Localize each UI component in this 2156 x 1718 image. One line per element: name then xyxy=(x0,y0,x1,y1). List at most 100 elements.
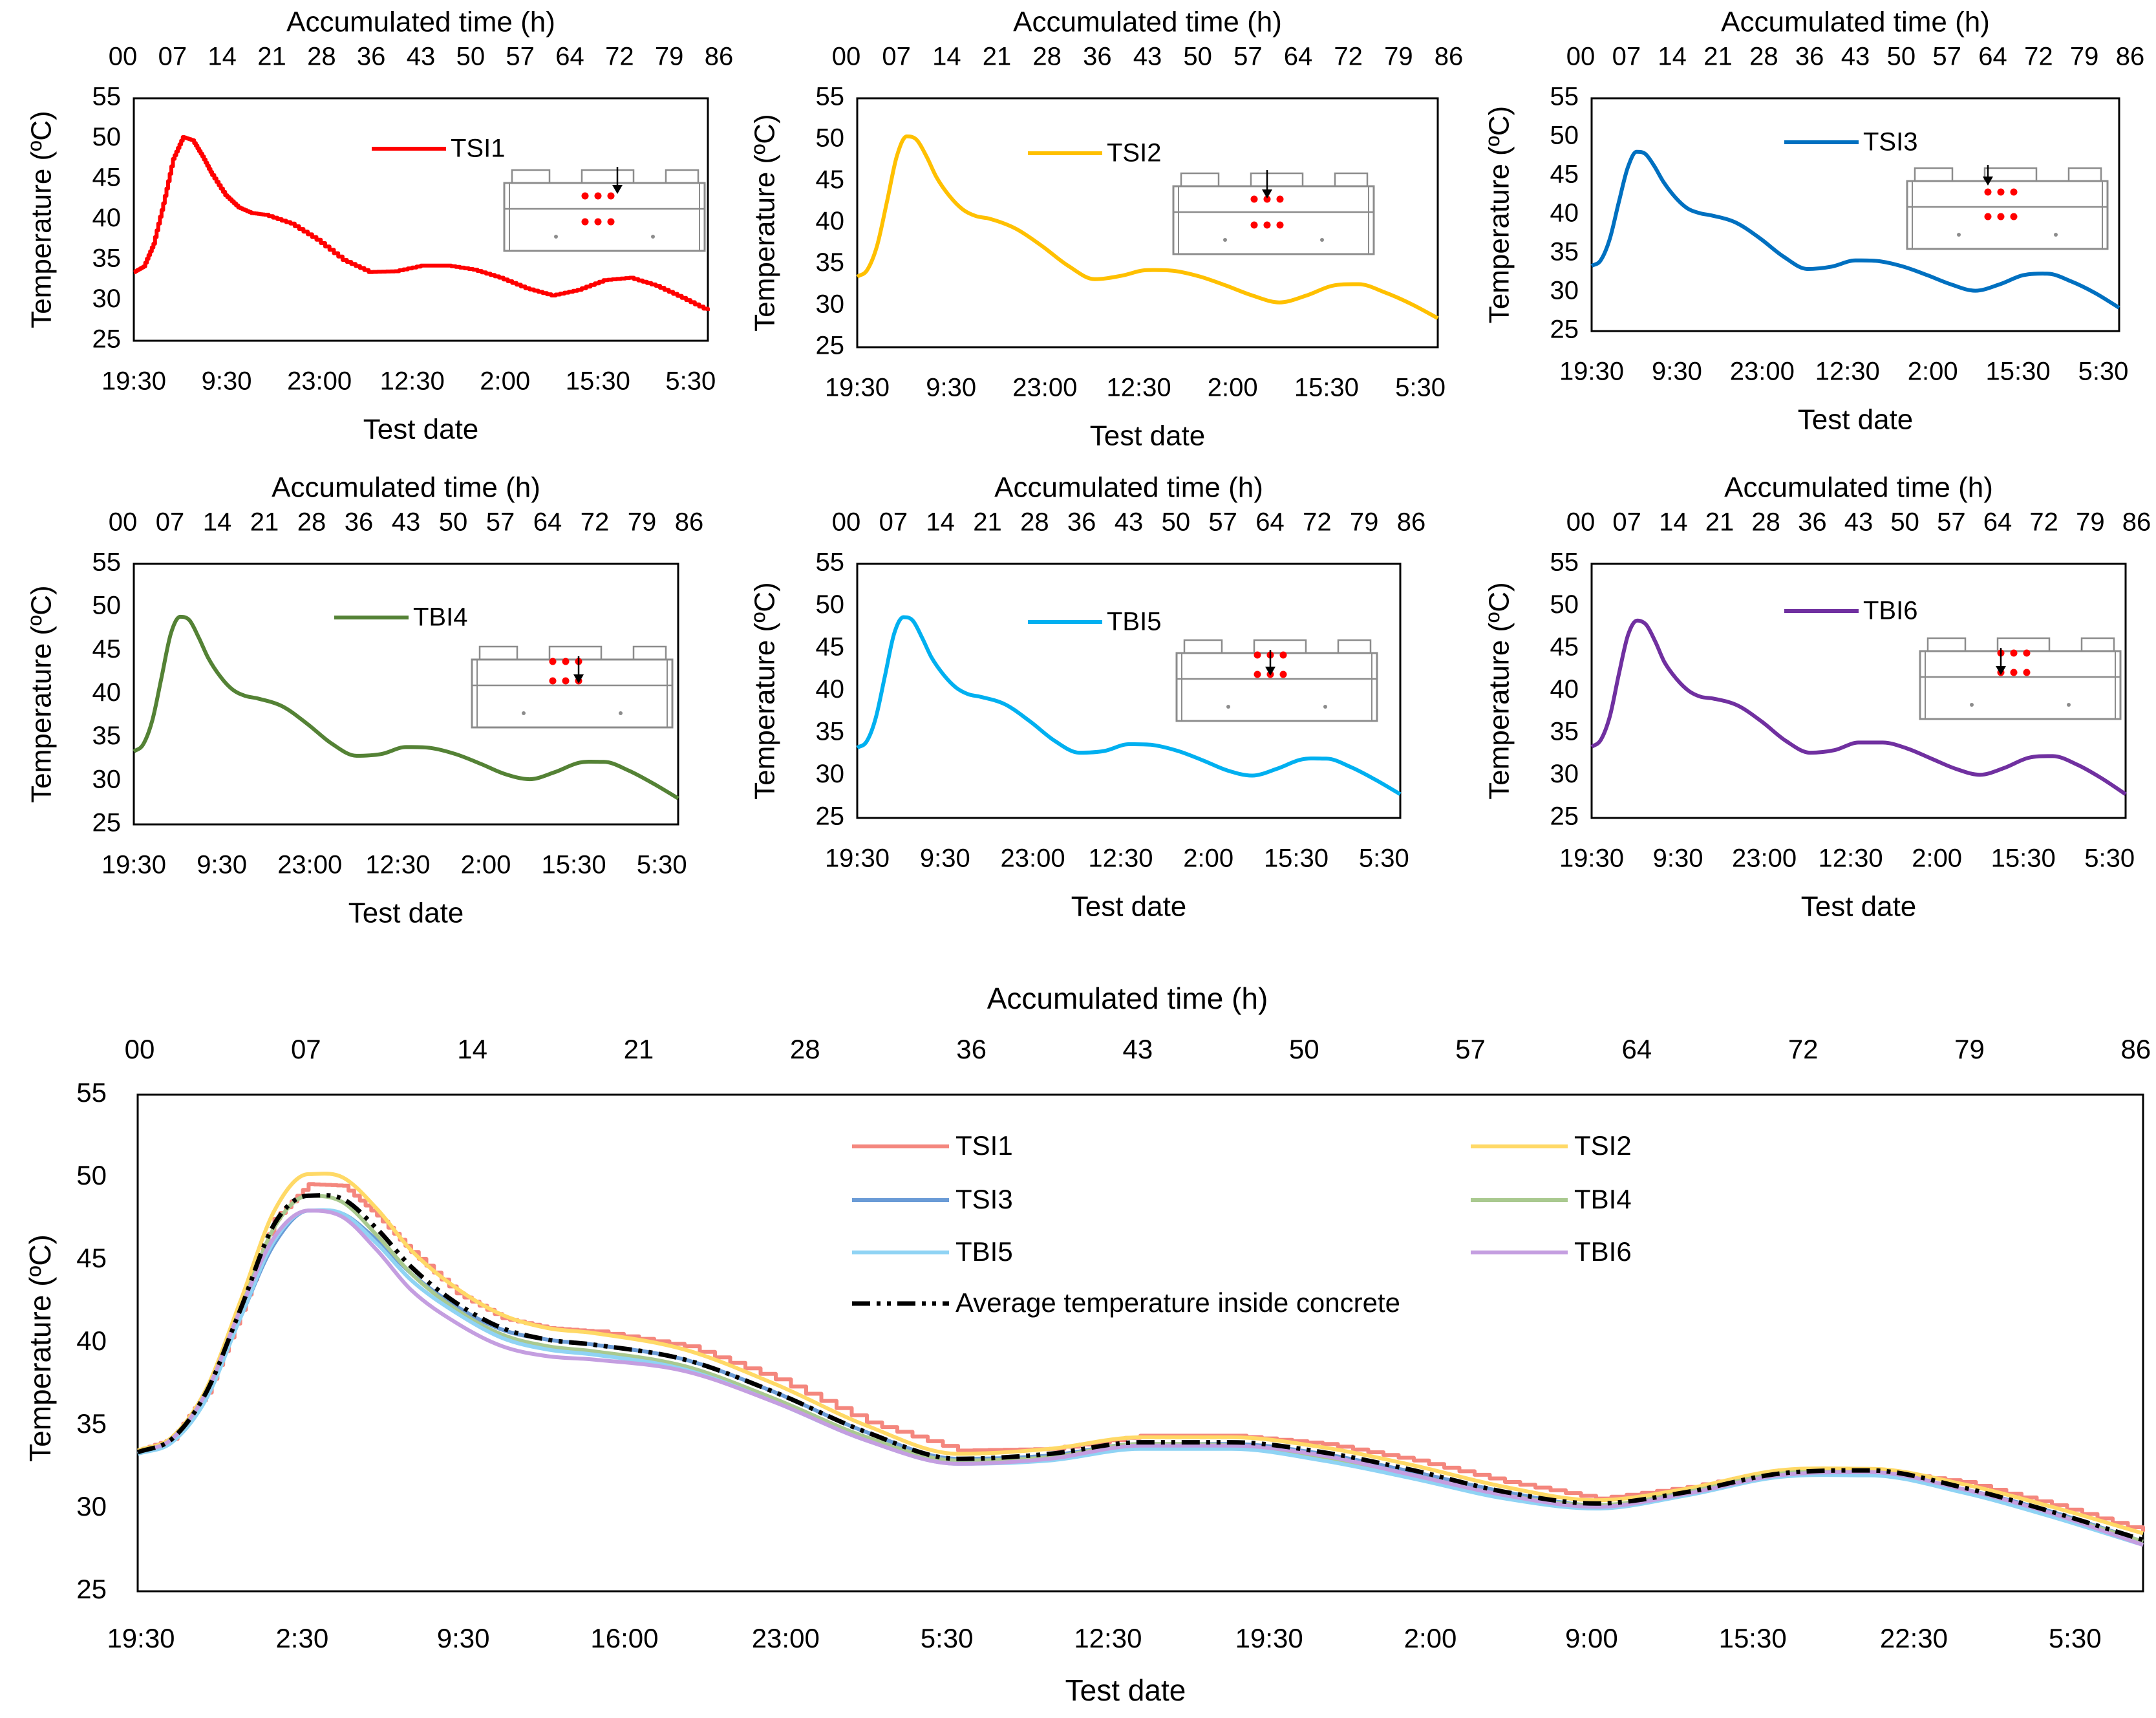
series-line xyxy=(1590,149,2120,310)
top-tick-label: 07 xyxy=(291,1034,321,1064)
top-tick-label: 72 xyxy=(2029,508,2058,537)
legend-label: TBI5 xyxy=(955,1236,1013,1267)
bottom-tick-label: 2:00 xyxy=(1183,844,1233,873)
inset-middle-tab xyxy=(1253,639,1307,653)
top-tick-label: 43 xyxy=(392,508,421,537)
top-tick-label: 79 xyxy=(628,508,657,537)
inset-left-tab xyxy=(511,169,551,183)
inset-box xyxy=(1172,185,1375,255)
y-tick-label: 45 xyxy=(816,633,845,661)
top-tick-label: 21 xyxy=(257,43,286,71)
y-axis-title: Temperature (ºC) xyxy=(26,111,58,328)
top-tick-label: 79 xyxy=(2070,43,2099,71)
series-line-tbi4 xyxy=(136,1194,2144,1544)
inset-sensor-dot xyxy=(607,218,615,226)
x-axis-title: Test date xyxy=(1071,891,1187,923)
top-tick-label: 21 xyxy=(973,508,1002,537)
bottom-tick-label: 12:30 xyxy=(1815,358,1880,386)
y-tick-label: 30 xyxy=(1550,760,1579,788)
legend-label: TSI3 xyxy=(955,1184,1013,1214)
plot-frame xyxy=(856,97,1439,349)
y-axis-title: Temperature (ºC) xyxy=(23,1234,57,1462)
top-tick-label: 00 xyxy=(832,43,861,71)
series-line xyxy=(856,134,1439,320)
legend-label: TSI3 xyxy=(1863,128,1917,156)
inset-sensor-dot xyxy=(549,658,557,665)
y-tick-label: 35 xyxy=(92,244,122,273)
plot-frame xyxy=(133,563,679,826)
y-axis-title: Temperature (ºC) xyxy=(26,585,58,802)
y-tick-label: 50 xyxy=(92,123,122,151)
top-tick-label: 72 xyxy=(2024,43,2053,71)
panel-p3: Accumulated time (h) 00 07 14 21 28 36 43 50 57 64… xyxy=(1484,6,2145,436)
top-tick-label: 57 xyxy=(1932,43,1961,71)
series-line xyxy=(133,135,710,311)
inset-sensor-dot xyxy=(607,192,615,200)
bottom-tick-label: 5:30 xyxy=(2078,358,2129,386)
top-tick-label: 50 xyxy=(1890,508,1919,537)
inset-arrow-head xyxy=(1265,667,1275,676)
bottom-tick-label: 12:30 xyxy=(1819,844,1883,873)
bottom-tick-label: 12:30 xyxy=(1088,844,1153,873)
inset-left-tab xyxy=(478,645,518,660)
y-tick-label: 30 xyxy=(816,760,845,788)
bottom-tick-label: 15:30 xyxy=(1294,374,1359,402)
y-tick-label: 25 xyxy=(816,332,845,360)
bottom-tick-label: 12:30 xyxy=(380,367,445,396)
top-tick-label: 28 xyxy=(297,508,326,537)
bottom-tick-label: 19:30 xyxy=(101,851,166,879)
plot-frame xyxy=(1590,563,2127,819)
bottom-tick-label: 19:30 xyxy=(107,1623,175,1653)
y-tick-label: 25 xyxy=(1550,802,1579,831)
top-tick-label: 36 xyxy=(1083,43,1112,71)
legend-label: TBI6 xyxy=(1574,1236,1632,1267)
top-tick-label: 28 xyxy=(1751,508,1780,537)
top-tick-label: 64 xyxy=(555,43,584,71)
legend-label: Average temperature inside concrete xyxy=(955,1287,1400,1318)
top-tick-label: 14 xyxy=(457,1034,487,1064)
legend-label: TBI5 xyxy=(1107,608,1161,636)
top-tick-label: 28 xyxy=(1020,508,1049,537)
inset-right-tab xyxy=(1337,639,1372,653)
inset-anchor-dot xyxy=(2054,233,2058,237)
top-tick-label: 72 xyxy=(605,43,634,71)
top-tick-label: 21 xyxy=(1705,508,1734,537)
bottom-tick-label: 19:30 xyxy=(101,367,166,396)
bottom-tick-label: 5:30 xyxy=(921,1623,974,1653)
plot-frame xyxy=(133,97,709,342)
top-tick-label: 07 xyxy=(156,508,185,537)
inset-anchor-dot xyxy=(2067,703,2071,707)
inset-sensor-dot xyxy=(1984,188,1992,196)
series-line-tbi6 xyxy=(136,1208,2144,1547)
inset-box xyxy=(1919,650,2122,720)
bottom-tick-label: 12:30 xyxy=(1074,1623,1142,1653)
section-schematic xyxy=(1172,170,1375,255)
top-tick-label: 07 xyxy=(882,43,911,71)
y-tick-label: 40 xyxy=(92,678,122,707)
top-tick-label: 00 xyxy=(832,508,861,537)
top-tick-label: 00 xyxy=(125,1034,155,1064)
y-tick-label: 40 xyxy=(76,1326,107,1356)
inset-right-tab xyxy=(665,169,699,183)
top-tick-label: 14 xyxy=(926,508,955,537)
y-tick-label: 30 xyxy=(92,285,122,313)
top-tick-label: 43 xyxy=(407,43,436,71)
y-tick-label: 55 xyxy=(1550,83,1579,111)
top-tick-label: 14 xyxy=(932,43,961,71)
bottom-tick-label: 15:30 xyxy=(1991,844,2056,873)
y-tick-label: 30 xyxy=(1550,277,1579,305)
bottom-tick-label: 19:30 xyxy=(825,844,890,873)
legend: TSI1 TSI2 TSI3 TBI4 TBI5 TBI6 Average temperat… xyxy=(852,1130,1632,1318)
bottom-tick-label: 2:00 xyxy=(480,367,530,396)
inset-box xyxy=(1906,180,2109,250)
y-tick-label: 55 xyxy=(1550,548,1579,577)
bottom-tick-label: 19:30 xyxy=(1559,358,1624,386)
series-line xyxy=(856,615,1402,796)
plot-frame xyxy=(1590,97,2120,332)
top-tick-label: 28 xyxy=(307,43,336,71)
bottom-tick-label: 23:00 xyxy=(752,1623,820,1653)
inset-sensor-dot xyxy=(2023,669,2031,676)
legend-label: TSI1 xyxy=(451,134,505,163)
y-tick-label: 35 xyxy=(816,718,845,746)
inset-arrow-head xyxy=(1262,189,1272,199)
